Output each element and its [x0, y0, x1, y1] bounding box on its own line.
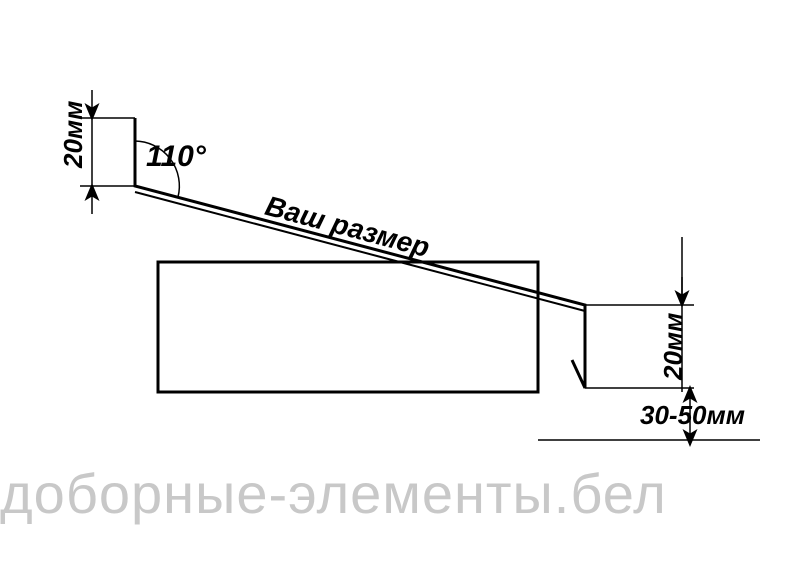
diagram-container: 20мм 110° Ваш размер 20мм 30-50мм доборн…	[0, 0, 800, 566]
wall-rect	[158, 262, 538, 392]
label-right-20mm: 20мм	[658, 313, 689, 380]
label-right-30-50mm: 30-50мм	[640, 400, 745, 431]
watermark-text: доборные-элементы.бел	[0, 461, 800, 526]
label-left-20mm: 20мм	[58, 101, 89, 168]
label-angle-110: 110°	[146, 140, 206, 174]
